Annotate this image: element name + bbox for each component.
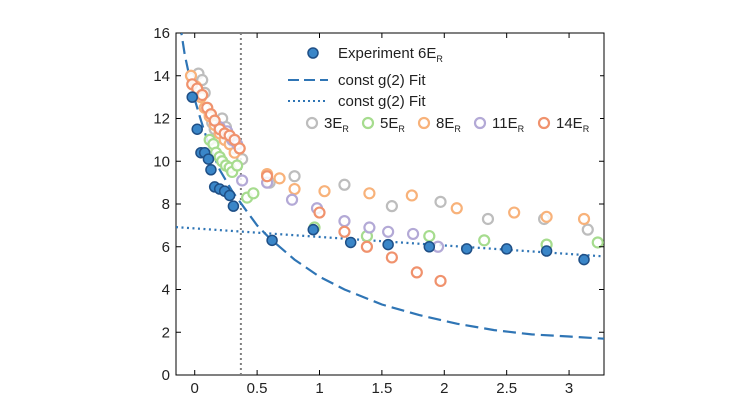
legend-series-row: 3ER 5ER 8ER 11ER 14ER <box>305 115 590 134</box>
legend-label-8er: 8ER <box>436 115 461 134</box>
point-14e-r-13 <box>338 225 351 238</box>
point-14e-r-5 <box>208 114 221 127</box>
series-14e-r <box>186 78 447 288</box>
point-5e-r-16 <box>591 236 604 249</box>
point-14e-r-15 <box>385 251 398 264</box>
legend-label-3er: 3ER <box>324 115 349 134</box>
point-5e-r-14 <box>478 234 491 247</box>
point-experiment-6e-r-5 <box>205 164 217 176</box>
legend: Experiment 6ER const g(2) Fit const g(2)… <box>288 38 600 141</box>
point-3e-r-17 <box>338 178 351 191</box>
y-tick-label: 2 <box>162 324 170 341</box>
axes-layer: 0 0.5 1 1.5 2 2.5 3 0 2 4 6 8 10 12 14 16 <box>153 25 604 397</box>
point-14e-r-12 <box>313 206 326 219</box>
point-3e-r-20 <box>481 212 495 226</box>
legend-marker-11er <box>473 116 487 130</box>
legend-label-14er: 14ER <box>556 115 590 134</box>
legend-experiment-label: Experiment 6ER <box>338 45 443 64</box>
legend-dotted-fit-label: const g(2) Fit <box>338 93 426 110</box>
x-tick-label: 1.5 <box>371 380 392 397</box>
point-8e-r-12 <box>273 172 286 185</box>
x-tick-label: 0 <box>191 380 199 397</box>
point-11e-r-10 <box>382 225 395 238</box>
point-3e-r-18 <box>385 200 398 213</box>
point-14e-r-9 <box>228 133 241 146</box>
point-experiment-6e-r-12 <box>307 223 320 236</box>
point-8e-r-15 <box>363 187 376 200</box>
point-8e-r-16 <box>405 189 418 202</box>
point-11e-r-6 <box>285 193 299 206</box>
point-8e-r-19 <box>540 210 553 223</box>
point-experiment-6e-r-17 <box>500 243 513 255</box>
point-experiment-6e-r-11 <box>266 234 278 247</box>
y-tick-label: 4 <box>162 282 170 299</box>
series-5e-r <box>203 133 604 251</box>
point-5e-r-10 <box>247 187 260 200</box>
point-experiment-6e-r-14 <box>382 238 394 251</box>
point-14e-r-11 <box>260 170 274 183</box>
y-tick-label: 6 <box>162 239 170 256</box>
point-14e-r-10 <box>233 142 246 155</box>
legend-label-11er: 11ER <box>492 115 525 134</box>
point-experiment-6e-r-19 <box>578 253 590 266</box>
fit-line-dashed <box>180 33 604 340</box>
point-experiment-6e-r-9 <box>223 189 236 202</box>
point-14e-r-16 <box>410 266 423 279</box>
point-11e-r-8 <box>338 215 351 228</box>
point-11e-r-4 <box>236 174 249 187</box>
point-5e-r-8 <box>231 159 244 172</box>
point-3e-r-22 <box>581 223 594 236</box>
x-tick-label: 1 <box>315 380 323 397</box>
point-experiment-6e-r-18 <box>540 245 553 257</box>
legend-experiment-marker <box>307 47 319 59</box>
legend-label-5er: 5ER <box>380 115 405 134</box>
point-experiment-6e-r-0 <box>186 91 198 103</box>
point-experiment-6e-r-4 <box>202 153 215 165</box>
legend-marker-8er <box>417 116 431 130</box>
point-experiment-6e-r-15 <box>423 241 436 253</box>
legend-dashed-fit-label: const g(2) Fit <box>338 72 426 89</box>
point-3e-r-19 <box>434 195 447 208</box>
legend-marker-14er <box>537 116 551 130</box>
point-8e-r-14 <box>318 185 331 198</box>
y-tick-label: 8 <box>162 196 170 213</box>
point-experiment-6e-r-13 <box>344 236 357 249</box>
point-experiment-6e-r-10 <box>227 200 240 212</box>
x-tick-label: 0.5 <box>247 380 268 397</box>
x-tick-label: 3 <box>565 380 573 397</box>
point-5e-r-13 <box>423 229 436 243</box>
point-8e-r-13 <box>288 182 301 196</box>
point-8e-r-17 <box>450 202 463 215</box>
series-experiment-6e-r <box>186 91 590 266</box>
x-tick-label: 2.5 <box>496 380 517 397</box>
y-tick-label: 14 <box>153 68 170 85</box>
data-points-layer <box>184 67 604 288</box>
y-tick-label: 0 <box>162 367 170 384</box>
legend-marker-5er <box>361 116 375 130</box>
point-14e-r-2 <box>196 88 209 102</box>
y-tick-label: 10 <box>153 153 170 170</box>
point-11e-r-9 <box>363 221 376 234</box>
y-tick-label: 12 <box>153 111 170 128</box>
legend-marker-3er <box>305 116 319 130</box>
point-3e-r-16 <box>288 170 301 183</box>
point-experiment-6e-r-1 <box>191 123 203 135</box>
x-tick-label: 2 <box>440 380 448 397</box>
point-11e-r-11 <box>406 227 420 241</box>
point-8e-r-20 <box>577 212 591 226</box>
point-experiment-6e-r-16 <box>460 243 473 255</box>
point-14e-r-14 <box>360 240 374 253</box>
y-tick-label: 16 <box>153 25 170 42</box>
point-8e-r-18 <box>508 206 521 219</box>
point-14e-r-17 <box>434 274 447 288</box>
